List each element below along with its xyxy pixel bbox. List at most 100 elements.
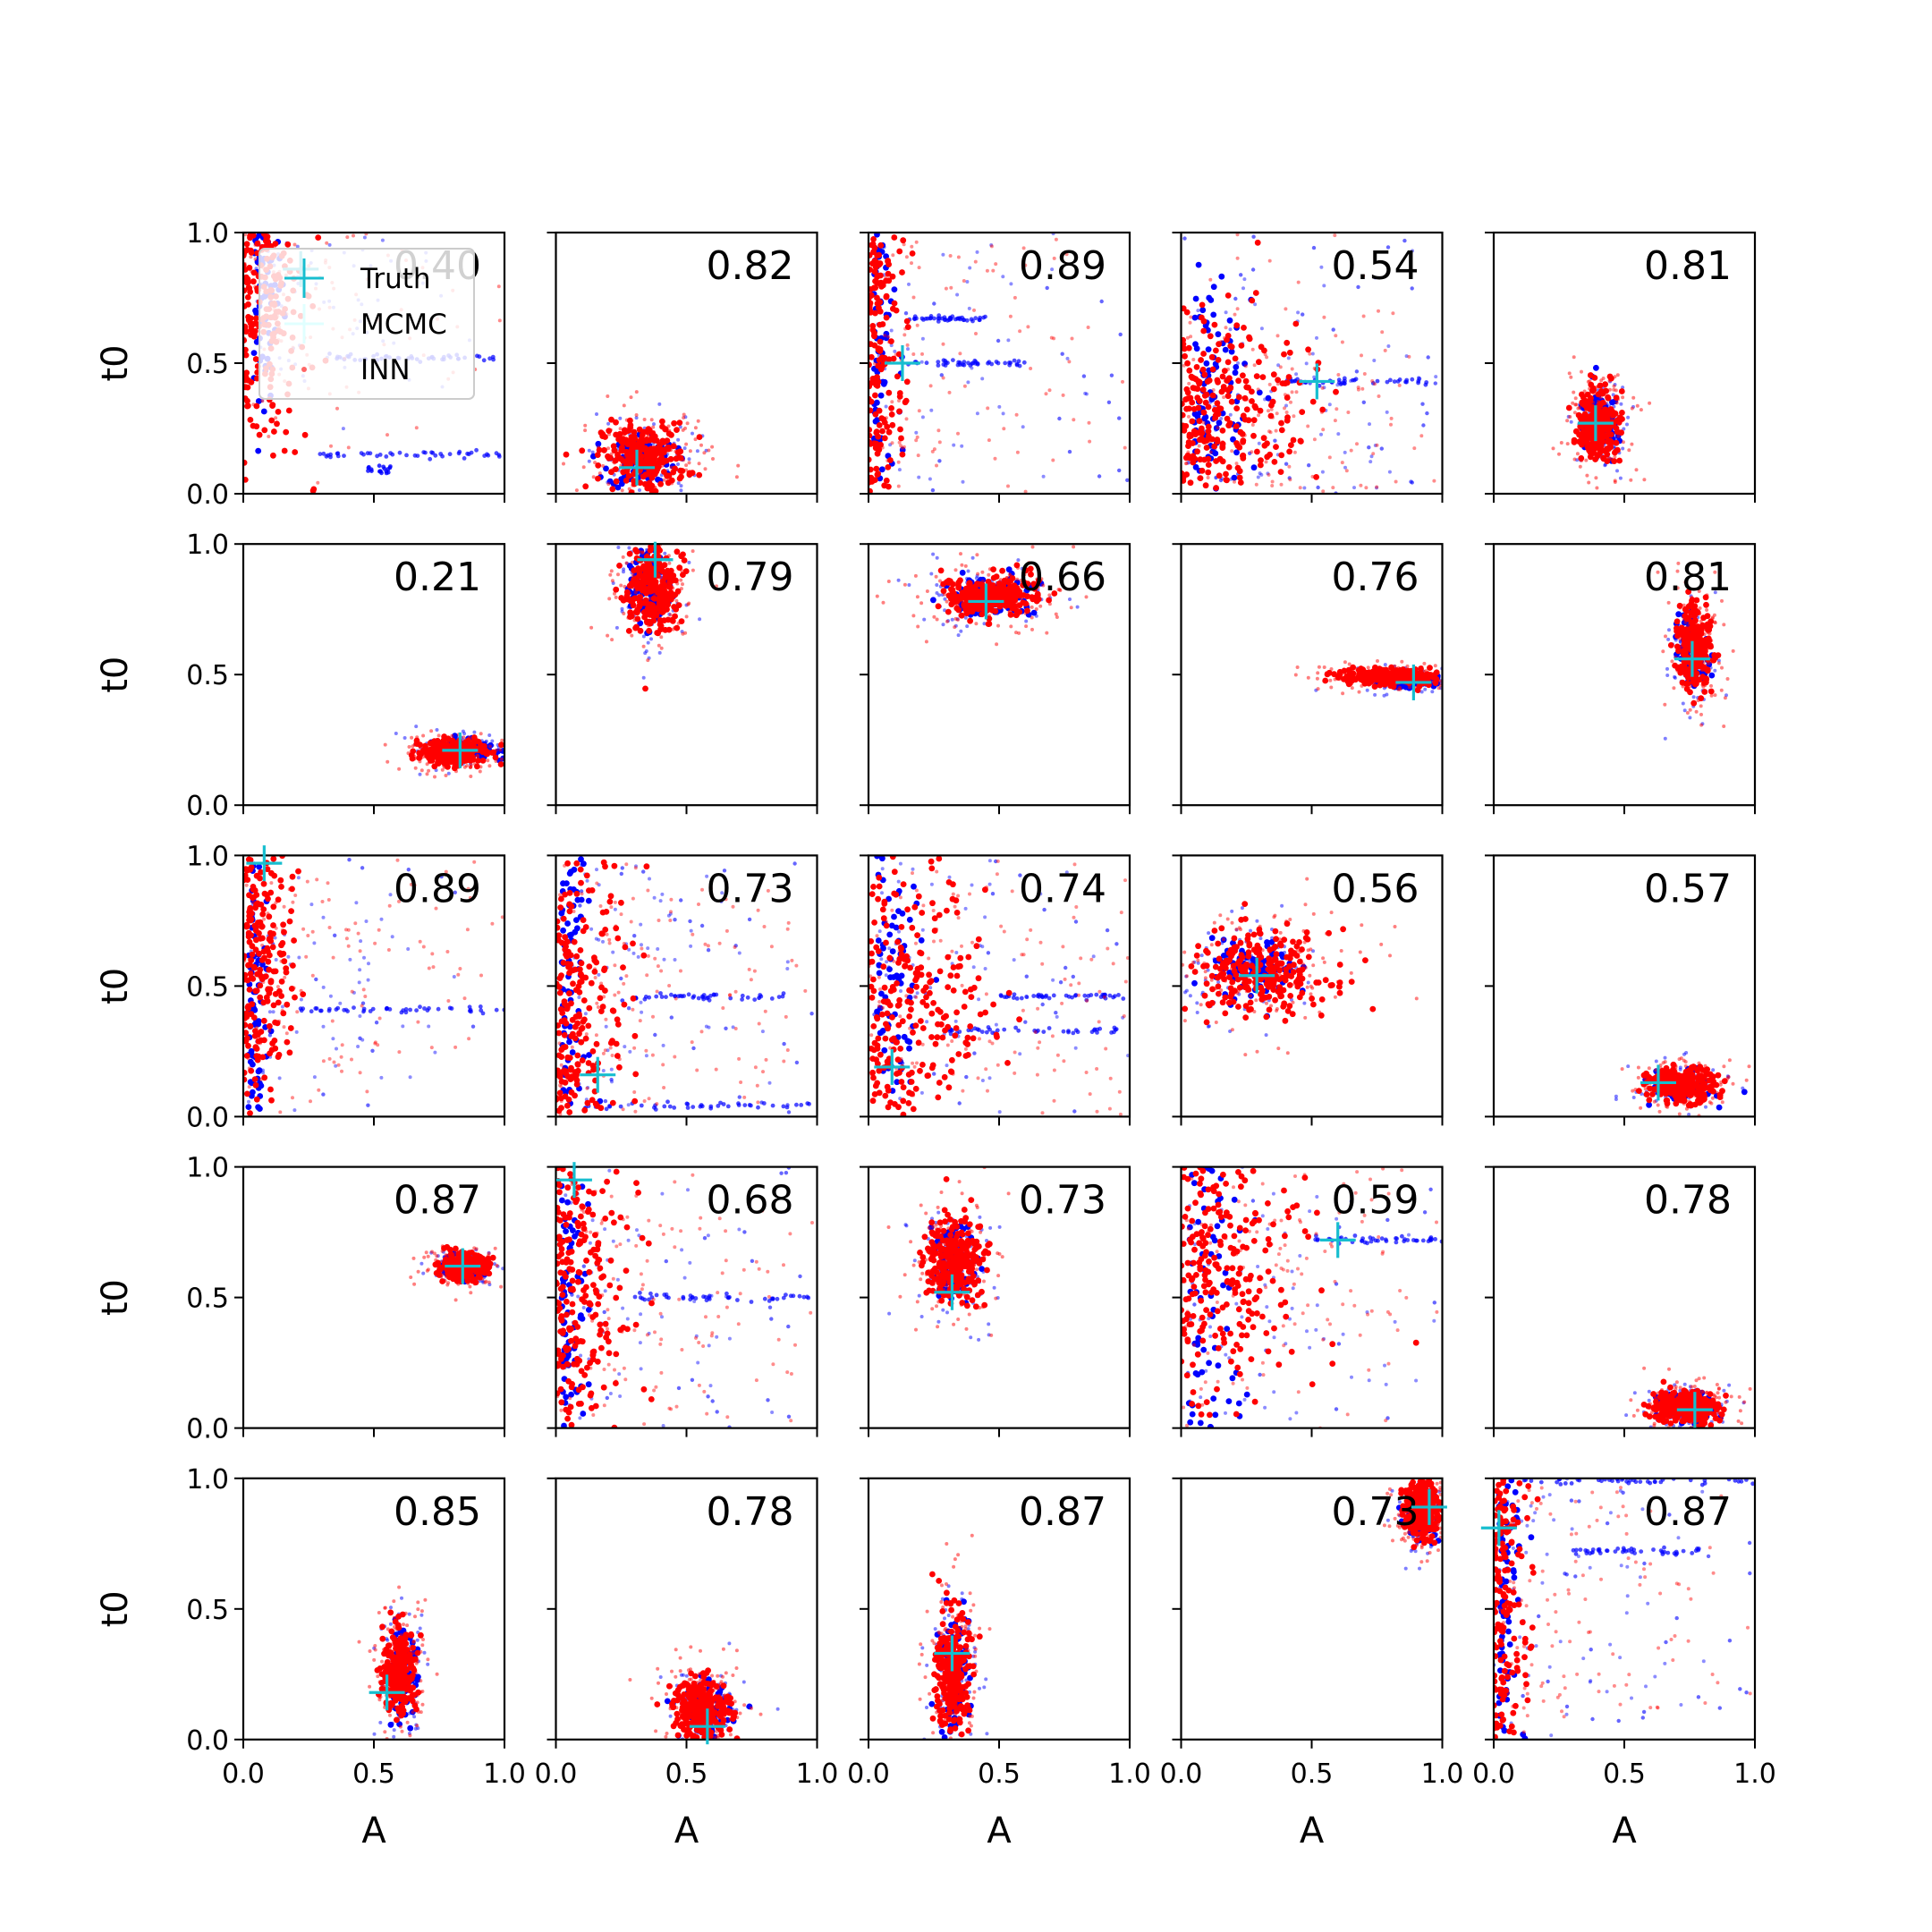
- sample-point: [994, 262, 998, 267]
- sample-point: [255, 398, 262, 404]
- sample-point: [394, 732, 398, 735]
- sample-point: [310, 486, 318, 493]
- sample-point: [1047, 388, 1052, 393]
- sample-point: [622, 570, 625, 574]
- sample-point: [1213, 485, 1219, 491]
- sample-point: [953, 602, 958, 606]
- sample-point: [885, 464, 892, 470]
- sample-point: [1187, 381, 1191, 386]
- sample-point: [626, 605, 631, 609]
- sample-point: [911, 295, 916, 300]
- sample-point: [996, 338, 1001, 343]
- sample-point: [657, 610, 661, 614]
- sample-point: [1211, 388, 1216, 392]
- sample-point: [902, 445, 906, 449]
- sample-point: [253, 257, 258, 261]
- inn-samples: [869, 234, 1127, 494]
- sample-point: [1397, 383, 1402, 387]
- sample-point: [252, 356, 259, 362]
- sample-point: [1242, 433, 1247, 437]
- sample-point: [912, 317, 917, 322]
- sample-point: [250, 269, 254, 274]
- sample-point: [352, 233, 355, 238]
- sample-point: [1246, 334, 1252, 341]
- sample-point: [911, 352, 916, 356]
- sample-point: [613, 478, 620, 485]
- sample-point: [876, 422, 883, 428]
- sample-point: [1333, 233, 1337, 238]
- sample-point: [660, 463, 665, 468]
- sample-point: [1228, 348, 1235, 355]
- sample-point: [947, 318, 952, 323]
- sample-point: [1250, 450, 1254, 454]
- sample-point: [928, 384, 933, 388]
- sample-point: [1286, 448, 1292, 455]
- sample-point: [1061, 393, 1065, 397]
- sample-point: [1335, 407, 1339, 411]
- sample-point: [1373, 382, 1377, 386]
- sample-point: [622, 432, 626, 436]
- sample-point: [1196, 309, 1200, 313]
- sample-point: [387, 465, 393, 470]
- sample-point: [1605, 394, 1612, 402]
- sample-point: [492, 754, 499, 761]
- sample-point: [1259, 326, 1264, 331]
- sample-point: [1576, 406, 1580, 411]
- sample-point: [591, 475, 596, 479]
- truth-marker: [442, 732, 479, 768]
- sample-point: [1039, 577, 1044, 581]
- sample-point: [1366, 665, 1370, 670]
- sample-point: [670, 572, 677, 579]
- sample-point: [1316, 485, 1320, 490]
- sample-point: [870, 236, 877, 242]
- sample-point: [679, 578, 683, 582]
- sample-point: [1016, 558, 1021, 563]
- sample-point: [1287, 464, 1292, 469]
- sample-point: [1329, 667, 1334, 671]
- sample-point: [875, 447, 879, 452]
- sample-point: [1580, 369, 1583, 374]
- sample-point: [1215, 331, 1222, 338]
- sample-point: [666, 583, 673, 590]
- sample-point: [877, 392, 885, 399]
- sample-point: [977, 318, 982, 323]
- sample-point: [1203, 323, 1208, 327]
- sample-point: [924, 360, 929, 366]
- sample-point: [438, 740, 443, 744]
- sample-point: [682, 446, 687, 451]
- sample-point: [888, 411, 895, 418]
- sample-point: [945, 619, 949, 623]
- sample-point: [1236, 361, 1240, 365]
- sample-point: [1616, 434, 1621, 438]
- sample-point: [1404, 379, 1409, 385]
- sample-point: [1602, 381, 1608, 388]
- sample-point: [245, 314, 251, 320]
- sample-point: [260, 399, 265, 403]
- sample-point: [1254, 448, 1260, 455]
- sample-point: [1373, 692, 1377, 697]
- sample-point: [1208, 450, 1213, 454]
- sample-point: [473, 762, 477, 767]
- sample-point: [655, 462, 662, 469]
- sample-point: [697, 462, 701, 466]
- sample-point: [661, 439, 667, 445]
- sample-point: [643, 651, 648, 656]
- sample-point: [252, 307, 258, 314]
- sample-point: [881, 435, 888, 442]
- sample-point: [1625, 422, 1629, 427]
- sample-point: [1612, 384, 1616, 388]
- sample-point: [937, 440, 942, 445]
- sample-point: [445, 740, 450, 744]
- sample-point: [657, 445, 662, 449]
- sample-point: [969, 580, 973, 585]
- sample-point: [886, 389, 893, 396]
- sample-point: [1017, 631, 1021, 635]
- sample-point: [1257, 441, 1261, 445]
- sample-point: [1585, 404, 1592, 411]
- sample-point: [613, 431, 619, 438]
- sample-point: [682, 416, 686, 419]
- sample-point: [624, 561, 629, 565]
- sample-point: [1572, 411, 1577, 415]
- sample-point: [1349, 448, 1353, 453]
- sample-point: [1189, 399, 1196, 406]
